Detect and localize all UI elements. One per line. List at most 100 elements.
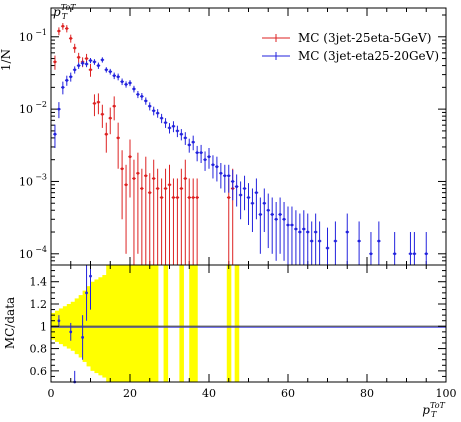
- ratio-y-tick-label: 1.4: [30, 276, 48, 289]
- main-series-group: [53, 23, 429, 265]
- uncertainty-band: [234, 265, 240, 382]
- data-point-marker: [215, 165, 219, 169]
- main-y-axis-title: 1/N: [0, 49, 13, 71]
- data-point-marker: [77, 55, 81, 59]
- data-point-marker: [53, 132, 57, 136]
- y-tick-label: 10: [19, 248, 33, 261]
- ratio-y-tick-label: 0.8: [30, 343, 48, 356]
- data-point-marker: [136, 171, 140, 175]
- ratio-point: [89, 274, 92, 278]
- uncertainty-band: [133, 265, 139, 382]
- data-point-marker: [128, 81, 132, 85]
- data-point-marker: [168, 126, 171, 130]
- data-point-marker: [65, 78, 69, 82]
- data-point-marker: [314, 230, 318, 234]
- data-point-marker: [207, 155, 211, 159]
- data-point-marker: [69, 36, 73, 40]
- data-point-marker: [183, 177, 187, 180]
- ratio-point: [69, 330, 73, 334]
- y-tick-label: 10: [19, 175, 33, 188]
- data-point-marker: [61, 24, 65, 28]
- data-point-marker: [73, 68, 77, 72]
- data-point-marker: [136, 92, 140, 96]
- data-point-marker: [369, 252, 373, 256]
- data-point-marker: [89, 59, 92, 62]
- uncertainty-band: [141, 265, 147, 382]
- main-y-ticks: 10−110−210−310−4: [19, 14, 446, 266]
- data-point-marker: [108, 116, 112, 120]
- data-point-marker: [345, 230, 349, 234]
- x-tick-label: 80: [360, 387, 374, 400]
- data-point-marker: [112, 104, 116, 108]
- data-point-marker: [85, 62, 88, 66]
- data-point-marker: [104, 68, 108, 72]
- data-point-marker: [132, 87, 136, 91]
- uncertainty-band: [226, 265, 232, 382]
- x-tick-label: 20: [123, 387, 137, 400]
- ratio-point: [81, 336, 84, 339]
- y-tick-exponent: −3: [35, 172, 47, 181]
- uncertainty-band: [126, 265, 131, 382]
- data-point-marker: [120, 80, 124, 84]
- data-point-marker: [172, 124, 175, 128]
- data-point-marker: [148, 191, 152, 195]
- y-tick-exponent: −2: [35, 100, 47, 109]
- uncertainty-band: [193, 265, 198, 382]
- data-point-marker: [128, 155, 132, 159]
- ratio-point: [85, 291, 88, 295]
- data-point-marker: [168, 183, 171, 187]
- uncertainty-band: [153, 265, 159, 382]
- uncertainty-band: [145, 265, 151, 382]
- data-point-marker: [57, 29, 61, 33]
- data-point-marker: [211, 163, 215, 167]
- data-point-marker: [124, 183, 128, 187]
- data-point-marker: [231, 180, 235, 183]
- data-point-marker: [424, 252, 428, 256]
- data-point-marker: [57, 107, 61, 111]
- x-tick-label: 60: [281, 387, 295, 400]
- data-point-marker: [97, 64, 100, 67]
- data-point-marker: [393, 252, 397, 256]
- data-point-marker: [227, 196, 231, 199]
- ratio-point: [57, 319, 61, 323]
- data-point-marker: [239, 193, 243, 197]
- data-point-marker: [61, 85, 65, 89]
- data-point-marker: [176, 129, 179, 133]
- data-point-marker: [140, 94, 144, 98]
- data-point-marker: [334, 239, 337, 243]
- y-tick-label: 10: [19, 103, 33, 116]
- data-point-marker: [318, 239, 321, 243]
- legend-label-blue: MC (3jet-eta25-20GeV): [298, 49, 439, 63]
- series-blue: [53, 57, 429, 265]
- uncertainty-band: [179, 265, 184, 382]
- main-plot-frame: [50, 7, 447, 266]
- data-point-marker: [286, 223, 290, 227]
- ratio-y-tick-label: 1.2: [30, 298, 48, 311]
- data-point-marker: [413, 252, 416, 256]
- data-point-marker: [191, 140, 195, 144]
- data-point-marker: [191, 196, 195, 199]
- data-point-marker: [144, 174, 148, 178]
- data-point-marker: [377, 239, 381, 243]
- data-point-marker: [93, 101, 96, 105]
- y-tick-label: 10: [19, 31, 33, 44]
- ratio-content: [51, 265, 446, 384]
- data-point-marker: [73, 46, 77, 50]
- data-point-marker: [409, 252, 412, 256]
- data-point-marker: [227, 174, 231, 178]
- data-point-marker: [156, 111, 160, 115]
- data-point-marker: [144, 99, 148, 103]
- data-point-marker: [172, 196, 175, 199]
- data-point-marker: [199, 151, 203, 155]
- data-point-marker: [124, 82, 128, 86]
- ratio-ticks: 0.6 0.8 1 1.2 1.4 0 20 40 60 80 100: [30, 265, 457, 400]
- uncertainty-band: [110, 265, 115, 382]
- ratio-panel: 0.6 0.8 1 1.2 1.4 0 20 40 60 80 100 MC/data pToT T: [3, 264, 457, 419]
- data-point-marker: [282, 217, 286, 221]
- x-tick-label: 100: [436, 387, 457, 400]
- main-top-label: pToT T: [53, 3, 76, 21]
- y-tick-exponent: −1: [35, 28, 47, 37]
- uncertainty-band: [137, 265, 143, 382]
- data-point-marker: [160, 196, 164, 199]
- data-point-marker: [251, 201, 254, 205]
